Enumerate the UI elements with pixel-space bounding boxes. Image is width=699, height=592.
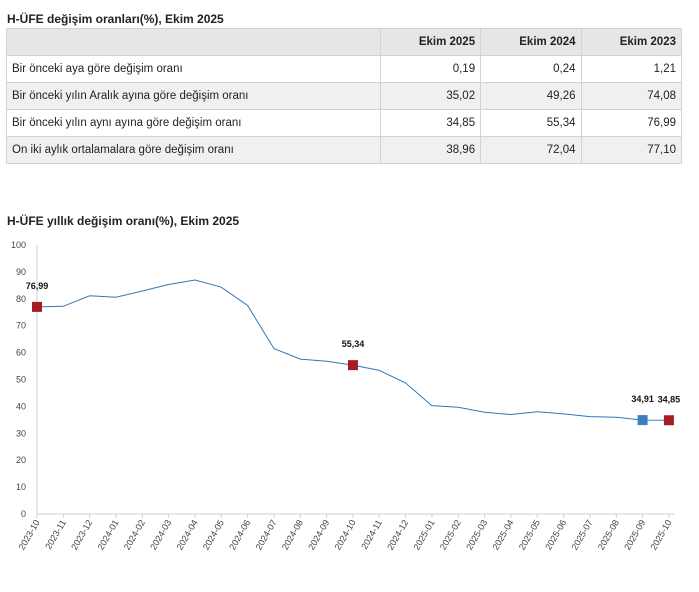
table-title: H-ÜFE değişim oranları(%), Ekim 2025	[7, 12, 224, 26]
x-tick-label: 2024-12	[385, 518, 410, 552]
y-tick-label: 40	[16, 401, 26, 411]
header-cell-label	[6, 28, 381, 56]
table-header-row: Ekim 2025 Ekim 2024 Ekim 2023	[6, 28, 683, 56]
row-value: 55,34	[480, 109, 582, 137]
x-tick-label: 2025-03	[464, 518, 489, 552]
row-value: 74,08	[580, 82, 683, 110]
header-cell-ekim-2025: Ekim 2025	[379, 28, 482, 56]
x-tick-label: 2023-12	[69, 518, 94, 552]
x-tick-label: 2025-04	[490, 518, 515, 552]
row-label: Bir önceki yılın aynı ayına göre değişim…	[6, 109, 381, 137]
data-label: 34,91	[631, 394, 654, 404]
x-tick-label: 2025-08	[596, 518, 621, 552]
x-tick-label: 2024-03	[148, 518, 173, 552]
x-tick-label: 2024-01	[96, 518, 121, 552]
row-label: On iki aylık ortalamalara göre değişim o…	[6, 136, 381, 164]
highlight-marker	[32, 301, 42, 312]
row-value: 1,21	[580, 55, 683, 83]
table-row: On iki aylık ortalamalara göre değişim o…	[6, 136, 683, 164]
chart-title: H-ÜFE yıllık değişim oranı(%), Ekim 2025	[7, 214, 240, 228]
x-tick-label: 2023-11	[43, 518, 68, 551]
y-tick-label: 90	[16, 267, 26, 277]
series-line	[36, 279, 669, 421]
row-value: 72,04	[480, 136, 582, 164]
row-label: Bir önceki yılın Aralık ayına göre değiş…	[6, 82, 381, 110]
x-tick-label: 2024-11	[359, 518, 384, 551]
change-rates-table: Ekim 2025 Ekim 2024 Ekim 2023 Bir önceki…	[6, 28, 683, 164]
row-value: 34,85	[379, 109, 482, 137]
x-tick-label: 2025-06	[543, 518, 568, 552]
row-value: 77,10	[580, 136, 683, 164]
row-value: 0,19	[379, 55, 482, 83]
header-cell-ekim-2024: Ekim 2024	[480, 28, 582, 56]
y-tick-label: 70	[16, 321, 26, 331]
y-tick-label: 0	[21, 509, 26, 519]
y-tick-label: 50	[16, 375, 26, 385]
x-tick-label: 2024-10	[333, 518, 358, 552]
annual-change-line-chart: 0 10 20 30 40 50 60 70 80 90 100 2023-10 2023-11 2023…	[11, 240, 681, 552]
x-tick-label: 2025-05	[517, 518, 542, 552]
x-tick-label: 2025-07	[569, 518, 594, 552]
x-tick-label: 2024-08	[280, 518, 305, 552]
y-tick-label: 60	[16, 348, 26, 358]
row-label: Bir önceki aya göre değişim oranı	[6, 55, 381, 83]
highlight-marker	[347, 360, 358, 371]
row-value: 76,99	[580, 109, 683, 137]
data-label: 34,85	[658, 394, 681, 404]
y-tick-label: 30	[16, 428, 26, 438]
x-tick-label: 2023-10	[17, 518, 42, 552]
row-value: 49,26	[480, 82, 582, 110]
x-tick-label: 2024-05	[201, 518, 226, 552]
x-tick-label: 2025-09	[622, 518, 647, 552]
x-tick-label: 2024-04	[175, 518, 200, 552]
y-tick-label: 100	[11, 240, 26, 250]
x-tick-label: 2024-02	[122, 518, 147, 552]
row-value: 38,96	[379, 136, 482, 164]
x-tick-label: 2025-01	[412, 518, 437, 552]
header-cell-ekim-2023: Ekim 2023	[580, 28, 683, 56]
x-tick-label: 2024-09	[306, 518, 331, 552]
data-label: 55,34	[342, 339, 365, 349]
x-tick-label: 2025-02	[438, 518, 463, 552]
row-value: 35,02	[379, 82, 482, 110]
data-label: 76,99	[26, 281, 49, 291]
x-tick-label: 2025-10	[648, 518, 673, 552]
row-value: 0,24	[480, 55, 582, 83]
x-tick-label: 2024-06	[227, 518, 252, 552]
table-row: Bir önceki yılın aynı ayına göre değişim…	[6, 109, 683, 137]
table-row: Bir önceki yılın Aralık ayına göre değiş…	[6, 82, 683, 110]
x-tick-label: 2024-07	[254, 518, 279, 552]
y-tick-label: 10	[16, 482, 26, 492]
y-tick-label: 20	[16, 455, 26, 465]
table-row: Bir önceki aya göre değişim oranı 0,19 0…	[6, 55, 683, 83]
y-tick-label: 80	[16, 294, 26, 304]
highlight-marker	[637, 415, 648, 426]
highlight-marker	[663, 415, 674, 426]
